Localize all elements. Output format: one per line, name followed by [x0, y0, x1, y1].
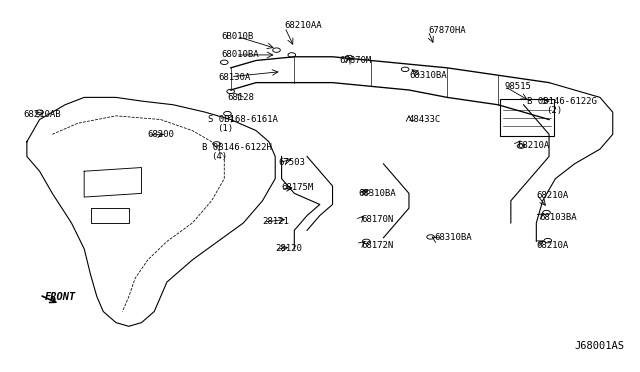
- Text: 68310BA: 68310BA: [435, 233, 472, 242]
- Text: 98515: 98515: [504, 82, 531, 91]
- Text: 68310BA: 68310BA: [358, 189, 396, 198]
- Text: 28121: 28121: [262, 217, 289, 225]
- Text: 68210A: 68210A: [536, 191, 568, 200]
- Text: 67503: 67503: [278, 157, 305, 167]
- Text: 68130A: 68130A: [218, 73, 250, 81]
- Text: 68103BA: 68103BA: [540, 213, 577, 222]
- Text: 67870M: 67870M: [339, 56, 371, 65]
- Text: 28120: 28120: [275, 244, 302, 253]
- Text: 68010BA: 68010BA: [221, 51, 259, 60]
- Text: (2): (2): [546, 106, 562, 115]
- Text: 68200: 68200: [148, 130, 175, 139]
- Text: 68210AA: 68210AA: [285, 21, 323, 30]
- Text: 67870HA: 67870HA: [428, 26, 466, 35]
- Text: (1): (1): [216, 124, 233, 133]
- Text: 68210A: 68210A: [536, 241, 568, 250]
- Text: 68210AB: 68210AB: [24, 109, 61, 119]
- Text: 68170N: 68170N: [361, 215, 394, 224]
- Text: B 0B146-6122H: B 0B146-6122H: [202, 143, 272, 152]
- Text: 68172N: 68172N: [361, 241, 394, 250]
- Text: J68001AS: J68001AS: [575, 340, 625, 350]
- Text: B 0B146-6122G: B 0B146-6122G: [527, 97, 596, 106]
- Text: 68175M: 68175M: [282, 183, 314, 192]
- Text: (4): (4): [212, 152, 228, 161]
- Text: 68128: 68128: [227, 93, 254, 102]
- Text: 68210A: 68210A: [517, 141, 550, 150]
- Text: 6B010B: 6B010B: [221, 32, 253, 41]
- Text: 68310BA: 68310BA: [409, 71, 447, 80]
- Text: 48433C: 48433C: [409, 115, 441, 124]
- Text: S 0B168-6161A: S 0B168-6161A: [209, 115, 278, 124]
- Text: FRONT: FRONT: [45, 292, 76, 302]
